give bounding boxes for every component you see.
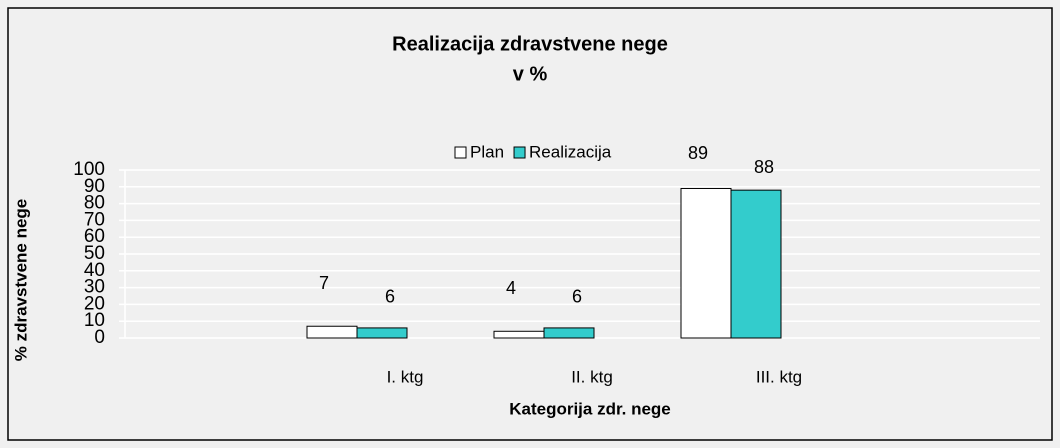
bar bbox=[543, 327, 595, 339]
x-tick-label: II. ktg bbox=[571, 367, 613, 386]
legend-swatch bbox=[513, 146, 526, 159]
data-label: 4 bbox=[506, 278, 516, 298]
legend-swatch bbox=[454, 146, 467, 159]
y-tick-label: 60 bbox=[84, 226, 105, 247]
bar bbox=[730, 189, 782, 339]
data-label: 6 bbox=[385, 287, 395, 307]
chart-subtitle: v % bbox=[513, 63, 548, 85]
bar bbox=[680, 187, 732, 339]
y-tick-label: 50 bbox=[84, 243, 105, 264]
bar bbox=[306, 325, 358, 339]
chart-frame bbox=[7, 7, 1053, 441]
x-tick-label: III. ktg bbox=[756, 367, 802, 386]
y-tick-label: 40 bbox=[84, 260, 105, 281]
y-tick-label: 90 bbox=[84, 176, 105, 197]
y-tick-label: 0 bbox=[94, 327, 105, 348]
y-tick-label: 100 bbox=[73, 159, 105, 180]
data-label: 6 bbox=[572, 287, 582, 307]
x-axis-label: Kategorija zdr. nege bbox=[509, 399, 671, 418]
y-axis-label: % zdravstvene nege bbox=[11, 199, 30, 362]
y-tick-label: 80 bbox=[84, 193, 105, 214]
y-tick-label: 70 bbox=[84, 209, 105, 230]
legend-label: Plan bbox=[470, 142, 504, 161]
x-tick-label: I. ktg bbox=[387, 367, 424, 386]
bar bbox=[356, 327, 408, 339]
chart-title: Realizacija zdravstvene nege bbox=[392, 33, 668, 55]
data-label: 88 bbox=[754, 157, 774, 177]
data-label: 89 bbox=[688, 143, 708, 163]
bar bbox=[493, 330, 545, 339]
data-label: 7 bbox=[319, 273, 329, 293]
y-tick-label: 20 bbox=[84, 293, 105, 314]
legend-label: Realizacija bbox=[529, 142, 612, 161]
y-tick-label: 10 bbox=[84, 310, 105, 331]
y-tick-label: 30 bbox=[84, 277, 105, 298]
